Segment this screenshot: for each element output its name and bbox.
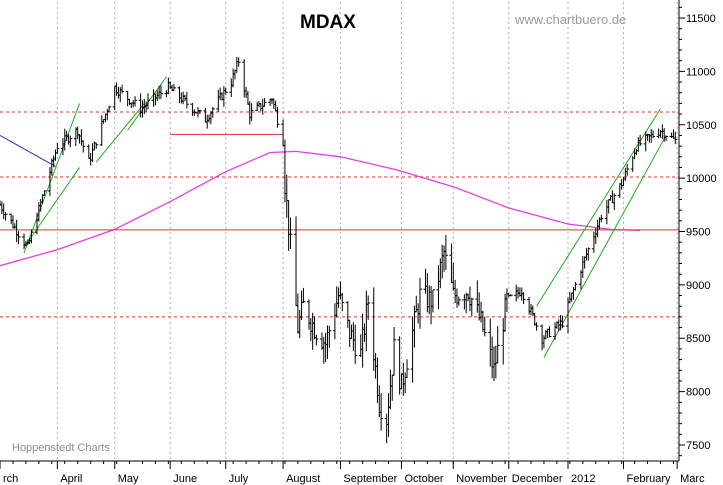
x-tick-label: 2012	[571, 473, 595, 485]
ohlc-bar	[353, 324, 358, 364]
x-tick-label: October	[404, 473, 443, 485]
x-tick-label: June	[173, 473, 197, 485]
ohlc-bar	[55, 142, 60, 154]
ohlc-bar	[430, 289, 435, 313]
ohlc-bar	[171, 83, 176, 91]
trend-lines-layer	[0, 76, 667, 358]
y-tick-label: 10500	[686, 120, 717, 132]
ohlc-bar	[327, 325, 332, 348]
ohlc-bar	[107, 105, 112, 112]
trend-line	[0, 134, 56, 167]
trend-line	[543, 135, 667, 358]
trend-line	[23, 167, 80, 248]
ohlc-bar	[392, 327, 397, 376]
y-tick-label: 8500	[686, 333, 710, 345]
ohlc-bar	[133, 96, 138, 107]
ohlc-bar	[521, 292, 526, 305]
x-tick-label: September	[343, 473, 397, 485]
ohlc-bar	[534, 322, 539, 331]
ohlc-bar	[573, 281, 578, 291]
y-tick-label: 9000	[686, 280, 710, 292]
ohlc-bar	[3, 212, 8, 221]
ohlc-bar	[469, 297, 474, 317]
ohlc-bar	[366, 295, 371, 320]
ohlc-bar	[236, 57, 241, 67]
ohlc-bar	[68, 135, 73, 148]
ohlc-bar	[340, 292, 345, 312]
ohlc-bar	[314, 334, 319, 346]
x-tick-label: July	[229, 473, 249, 485]
ohlc-bar	[249, 103, 254, 121]
ohlc-bar	[586, 247, 591, 261]
x-tick-label: February	[626, 473, 671, 485]
ohlc-bar	[443, 234, 448, 270]
ohlc-bar	[146, 93, 151, 110]
ohlc-bar	[288, 217, 293, 250]
x-tick-label: May	[118, 473, 139, 485]
trend-line	[95, 103, 145, 163]
ohlc-bar	[673, 131, 678, 145]
ohlc-bar	[508, 294, 513, 297]
ohlc-bar	[664, 135, 669, 142]
y-tick-label: 11500	[686, 13, 716, 25]
ohlc-bar	[184, 91, 189, 109]
ohlc-bar	[275, 107, 280, 128]
ohlc-bar	[612, 193, 617, 210]
ohlc-bar	[625, 163, 630, 176]
ohlc-bar	[547, 326, 552, 338]
ohlc-bar	[197, 109, 202, 114]
x-tick-label: December	[512, 473, 563, 485]
ohlc-bar	[81, 140, 86, 153]
moving-average-line	[0, 150, 641, 267]
price-bars-layer	[0, 56, 678, 444]
y-tick-label: 8000	[686, 387, 710, 399]
y-tick-label: 11000	[686, 66, 716, 78]
ohlc-bar	[495, 326, 500, 364]
trend-line	[127, 76, 167, 131]
ohlc-bar	[223, 87, 228, 95]
x-tick-label: Marc	[680, 473, 705, 485]
trend-line	[536, 108, 661, 307]
ohlc-bar	[16, 231, 21, 245]
source-note: Hoppenstedt Charts	[12, 442, 110, 454]
ohlc-bar	[120, 84, 125, 94]
ohlc-bar	[405, 359, 410, 379]
watermark-text: www.chartbuero.de	[514, 12, 626, 27]
ohlc-bar	[560, 315, 565, 329]
x-tick-label: August	[286, 473, 320, 485]
ohlc-bar	[301, 287, 306, 303]
chart-title: MDAX	[300, 12, 356, 33]
ohlc-bar	[379, 393, 384, 431]
ohlc-bar	[456, 296, 461, 306]
ohlc-bar	[482, 316, 487, 337]
gridlines	[56, 2, 678, 461]
ohlc-bar	[210, 107, 215, 118]
ohlc-bar	[638, 134, 643, 146]
x-tick-label: November	[456, 473, 507, 485]
y-tick-label: 9500	[686, 227, 710, 239]
ohlc-bar	[599, 214, 604, 223]
moving-average-layer	[0, 150, 641, 267]
ohlc-bar	[94, 142, 99, 149]
ohlc-bar	[262, 98, 267, 107]
ohlc-bar	[158, 85, 163, 100]
trend-line	[23, 103, 81, 254]
x-tick-label: rch	[3, 473, 18, 485]
ohlc-bar	[417, 277, 422, 329]
ohlc-bar	[651, 130, 656, 139]
ohlc-bar	[42, 190, 47, 196]
y-tick-label: 7500	[686, 440, 710, 452]
x-tick-label: April	[60, 473, 82, 485]
y-tick-label: 10000	[686, 173, 717, 185]
ohlc-bar	[29, 229, 34, 244]
